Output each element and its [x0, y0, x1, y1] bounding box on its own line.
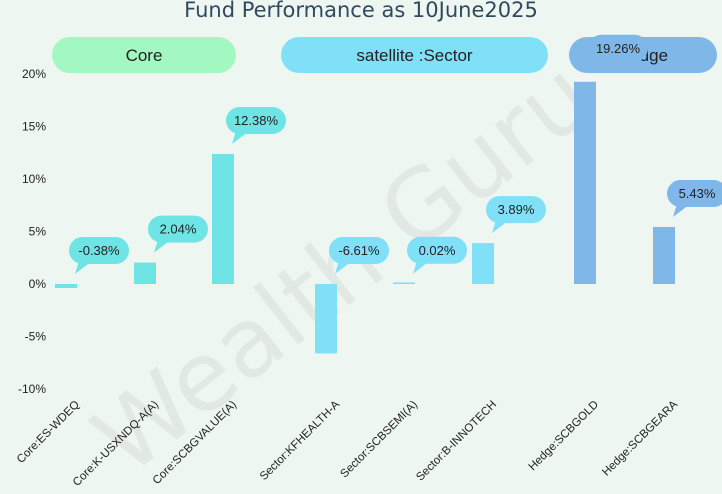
data-label-bubble: 19.26%: [588, 34, 648, 72]
bubble-body: [148, 215, 208, 243]
bubble-tail: [594, 58, 611, 72]
group-label: Core: [126, 46, 163, 65]
data-label-bubble: 2.04%: [148, 215, 208, 253]
y-tick-label: -10%: [18, 382, 46, 396]
data-label: 5.43%: [679, 186, 716, 201]
data-label: 3.89%: [498, 202, 535, 217]
bubble-tail: [154, 239, 171, 253]
data-label-bubble: 5.43%: [667, 179, 722, 217]
data-label-bubble: 0.02%: [407, 236, 467, 274]
chart-title: Fund Performance as 10June2025: [184, 0, 538, 22]
data-label: 2.04%: [160, 222, 197, 237]
bars: [55, 81, 675, 354]
bar: [212, 154, 234, 284]
bar: [315, 284, 337, 354]
bar: [653, 226, 675, 284]
bubble-body: [69, 237, 129, 264]
category-label: Hedge:SCBGEARA: [600, 398, 680, 478]
category-label: Sector:B-INNOTECH: [414, 399, 499, 484]
bar: [574, 81, 596, 285]
bubble-body: [329, 237, 389, 264]
group-label: satellite :Sector: [356, 46, 473, 65]
data-labels: -0.38% 2.04% 12.38% -6.61% 0.02% 3.89% 19.26% 5…: [69, 34, 722, 274]
data-label-bubble: -0.38%: [69, 237, 129, 274]
data-label: 19.26%: [596, 41, 641, 56]
y-tick-label: 5%: [29, 225, 47, 239]
data-label-bubble: 12.38%: [226, 107, 286, 145]
y-axis: -10% -5% 0% 5% 10% 15% 20%: [18, 67, 46, 396]
data-label: -6.61%: [338, 243, 380, 258]
group-pill: [52, 37, 236, 73]
category-label: Sector:KFHEALTH-A: [258, 398, 342, 482]
y-tick-label: 20%: [22, 67, 46, 81]
bar: [55, 284, 77, 288]
bubble-tail: [335, 261, 352, 274]
bar: [393, 282, 415, 284]
category-label: Sector:SCBSEMI(A): [338, 399, 420, 481]
data-label: -0.38%: [78, 243, 120, 258]
data-label: 0.02%: [419, 243, 456, 258]
data-label-bubble: 3.89%: [486, 196, 546, 234]
bubble-tail: [492, 220, 509, 234]
data-label: 12.38%: [234, 113, 279, 128]
bubble-body: [667, 179, 722, 207]
data-label-bubble: -6.61%: [329, 237, 389, 274]
y-tick-label: 0%: [29, 277, 47, 291]
group-header-satellite-sector: satellite :Sector: [281, 37, 548, 73]
bubble-body: [486, 196, 546, 224]
bubble-body: [588, 34, 648, 62]
bar: [134, 262, 156, 284]
bubble-tail: [75, 261, 92, 274]
group-pill: [281, 37, 548, 73]
bubble-tail: [413, 260, 430, 274]
y-tick-label: 15%: [22, 120, 46, 134]
bubble-body: [226, 107, 286, 135]
y-tick-label: 10%: [22, 172, 46, 186]
y-tick-label: -5%: [25, 330, 47, 344]
group-header-core: Core: [52, 37, 236, 73]
category-label: Hedge:SCBGOLD: [527, 399, 601, 473]
category-label: Core:ES-WDEQ: [15, 399, 82, 466]
bubble-tail: [232, 131, 249, 145]
bubble-body: [407, 236, 467, 264]
bubble-tail: [673, 203, 690, 217]
bar: [472, 243, 494, 284]
